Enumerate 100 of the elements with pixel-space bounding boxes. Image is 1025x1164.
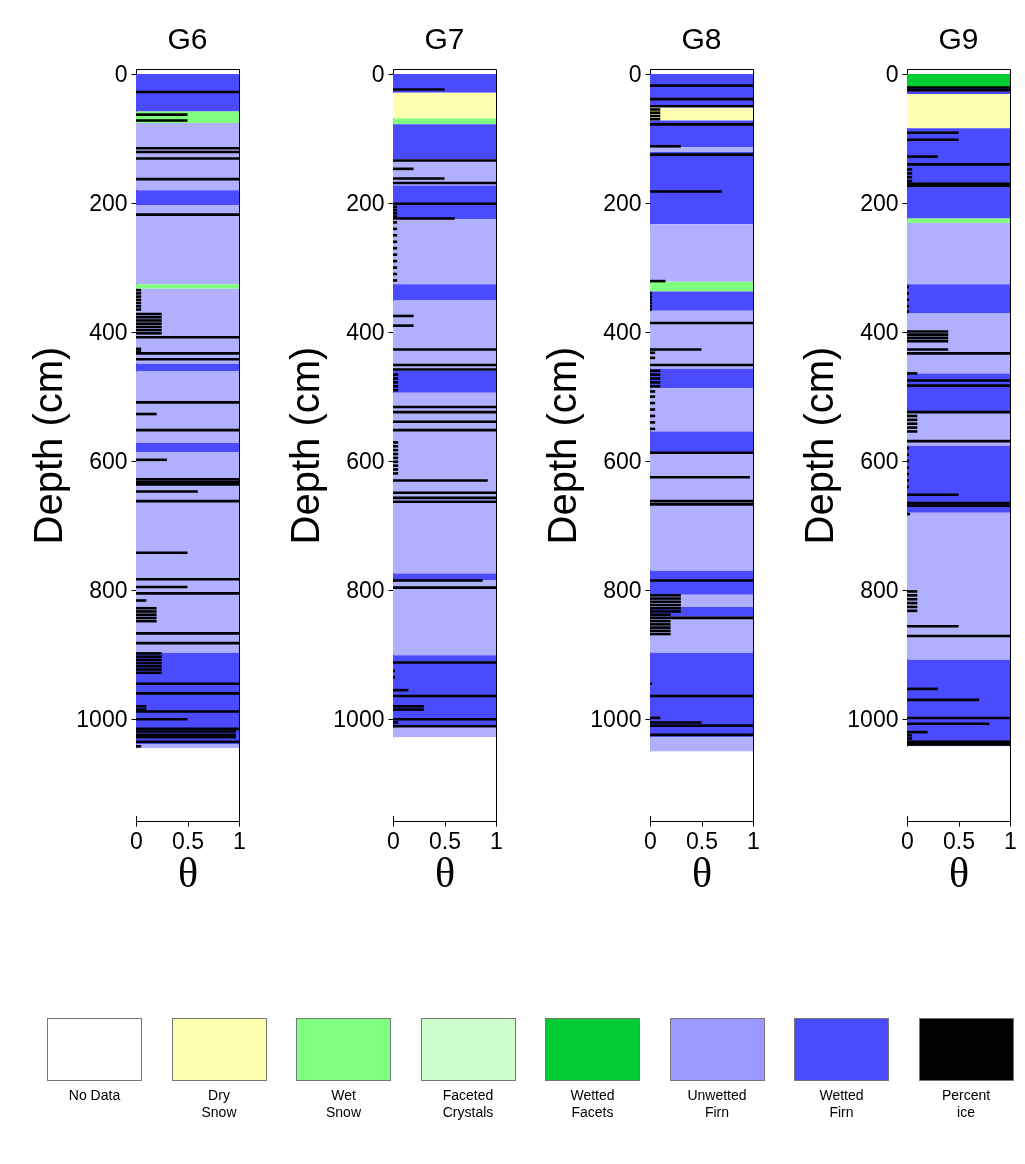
bar [907, 310, 910, 313]
bar [393, 464, 399, 467]
bar [393, 384, 399, 388]
y-tick-label: 1000 [76, 705, 128, 732]
category-label: Wet Snow [325, 1087, 362, 1121]
bar [136, 119, 188, 122]
y-tick-label: 0 [114, 60, 128, 87]
bar [136, 610, 157, 613]
bar [136, 745, 142, 748]
bar [907, 493, 959, 496]
bar [650, 597, 681, 600]
bar [393, 377, 399, 380]
bar [650, 475, 750, 479]
category-label: Wetted Firn [818, 1087, 865, 1121]
bar [393, 324, 414, 327]
bar [136, 308, 142, 311]
bar [650, 623, 671, 626]
y-tick-label: 400 [860, 318, 899, 345]
bar [650, 348, 702, 351]
chart-title: G7 [424, 22, 465, 55]
y-tick-label: 800 [346, 576, 385, 603]
bar [393, 253, 398, 256]
category-label: Wetted Facets [569, 1087, 616, 1121]
category-label: Percent ice [940, 1087, 992, 1121]
bar [907, 172, 913, 175]
bar [650, 395, 656, 398]
bar [907, 446, 910, 450]
bar [393, 441, 399, 444]
bar [136, 668, 162, 671]
y-tick-label: 200 [346, 189, 385, 216]
bar [650, 308, 653, 311]
bar [393, 675, 396, 679]
bar [907, 453, 910, 456]
y-tick-label: 1000 [847, 705, 899, 732]
bar [650, 295, 653, 298]
y-tick-label: 1000 [333, 705, 385, 732]
y-tick-label: 400 [89, 318, 128, 345]
bar [907, 430, 918, 433]
bar [136, 292, 142, 295]
chart-title: G9 [938, 22, 979, 55]
bar [650, 384, 661, 388]
bar [907, 155, 938, 158]
bar [907, 594, 918, 597]
bar [393, 246, 398, 250]
bar [393, 444, 399, 448]
bar [650, 390, 656, 393]
bar [136, 655, 162, 658]
bar [907, 625, 959, 628]
bar [650, 144, 681, 148]
bar [907, 422, 918, 426]
bar [393, 217, 455, 220]
y-tick-label: 200 [603, 189, 642, 216]
category-label: Dry Snow [200, 1087, 238, 1121]
y-tick-label: 0 [371, 60, 385, 87]
bar [136, 295, 142, 298]
category-label: Unwetted Firn [686, 1087, 748, 1121]
y-axis-title: Depth (cm) [283, 346, 328, 545]
y-tick-label: 0 [628, 60, 642, 87]
y-axis-title: Depth (cm) [540, 346, 585, 545]
bar [650, 190, 723, 193]
x-tick-label: 1 [1004, 827, 1017, 854]
bar [650, 421, 656, 424]
bar [393, 234, 398, 237]
bar [907, 372, 918, 375]
bar [393, 88, 445, 91]
bar [393, 468, 399, 471]
bar [907, 292, 910, 295]
bar [136, 606, 157, 610]
bar [907, 597, 918, 601]
bar [393, 479, 488, 482]
bar [907, 426, 918, 429]
y-tick-label: 200 [89, 189, 128, 216]
bar [136, 319, 162, 322]
y-tick-label: 600 [346, 447, 385, 474]
y-tick-label: 800 [89, 576, 128, 603]
bar [136, 671, 162, 675]
bar [393, 705, 424, 708]
bar [393, 266, 398, 269]
y-tick-label: 0 [885, 60, 899, 87]
bar [136, 113, 188, 116]
bar [136, 735, 236, 739]
y-tick-label: 200 [860, 189, 899, 216]
bar [650, 373, 661, 376]
chart-title: G6 [167, 22, 208, 55]
bar [907, 590, 918, 593]
y-tick-label: 800 [860, 576, 899, 603]
x-tick-label: 1 [233, 827, 246, 854]
category-label: Faceted Crystals [441, 1087, 495, 1121]
y-tick-label: 800 [603, 576, 642, 603]
bar [393, 279, 398, 282]
y-tick-label: 400 [346, 318, 385, 345]
bar [136, 322, 162, 325]
bar [650, 377, 661, 380]
chart-title: G8 [681, 22, 722, 55]
bar [650, 408, 656, 411]
category-label: No Data [67, 1087, 122, 1104]
bar [907, 330, 949, 333]
bar [907, 722, 990, 726]
bar [136, 551, 188, 555]
bar [393, 177, 445, 180]
